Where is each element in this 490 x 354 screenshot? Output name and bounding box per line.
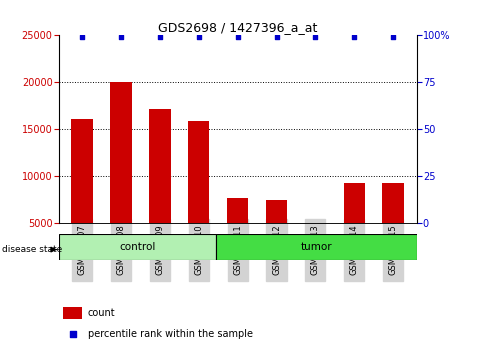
Point xyxy=(389,34,397,40)
Point xyxy=(234,34,242,40)
Bar xyxy=(383,183,404,270)
Point xyxy=(312,34,319,40)
Point xyxy=(156,34,164,40)
Bar xyxy=(343,183,365,270)
Text: control: control xyxy=(120,242,156,252)
Bar xyxy=(63,307,82,319)
Point xyxy=(272,34,280,40)
Bar xyxy=(227,198,248,270)
Point xyxy=(78,34,86,40)
Bar xyxy=(59,234,216,260)
Title: GDS2698 / 1427396_a_at: GDS2698 / 1427396_a_at xyxy=(158,21,318,34)
Text: percentile rank within the sample: percentile rank within the sample xyxy=(88,329,253,339)
Bar xyxy=(110,82,132,270)
Bar xyxy=(216,234,416,260)
Bar xyxy=(188,121,209,270)
Point xyxy=(350,34,358,40)
Point xyxy=(69,331,76,337)
Point xyxy=(117,34,125,40)
Bar xyxy=(305,264,326,270)
Bar xyxy=(266,200,287,270)
Text: disease state: disease state xyxy=(2,245,63,254)
Point xyxy=(195,34,203,40)
Text: tumor: tumor xyxy=(300,242,332,252)
Bar xyxy=(72,119,93,270)
Bar xyxy=(149,109,171,270)
Text: count: count xyxy=(88,308,116,318)
